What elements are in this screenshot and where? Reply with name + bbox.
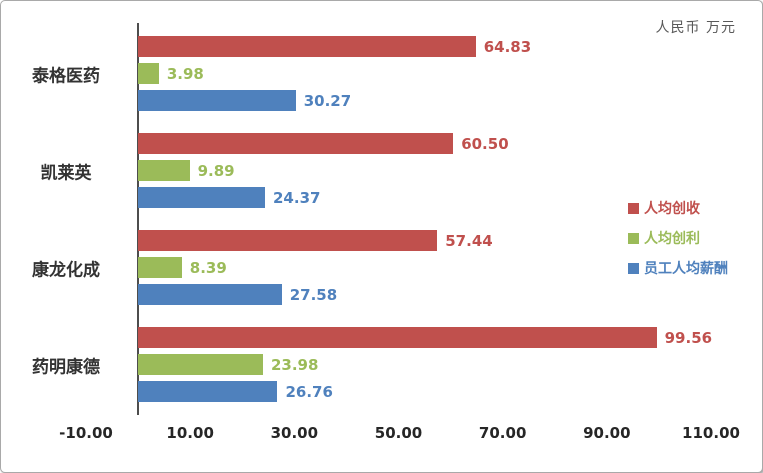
value-label: 30.27 bbox=[303, 91, 352, 110]
legend-label: 员工人均薪酬 bbox=[644, 261, 728, 277]
category-label: 康龙化成 bbox=[32, 260, 100, 280]
legend-item: 人均创收 bbox=[628, 198, 728, 218]
category-label: 凯莱英 bbox=[40, 163, 92, 183]
value-label: 3.98 bbox=[166, 64, 204, 83]
legend-item: 员工人均薪酬 bbox=[628, 258, 728, 278]
value-label: 27.58 bbox=[289, 285, 338, 304]
bar bbox=[138, 327, 657, 348]
bar bbox=[138, 257, 182, 278]
value-label: 24.37 bbox=[273, 188, 321, 207]
value-label: 23.98 bbox=[270, 355, 319, 374]
unit-label: 人民币 万元 bbox=[655, 20, 736, 36]
bar bbox=[138, 160, 190, 181]
x-tick-label: 10.00 bbox=[166, 424, 214, 442]
bar bbox=[138, 354, 263, 375]
legend-label: 人均创收 bbox=[644, 201, 700, 217]
x-tick-label: 30.00 bbox=[270, 424, 319, 442]
bar bbox=[138, 284, 282, 305]
value-label: 57.44 bbox=[445, 231, 493, 250]
y-axis-line bbox=[137, 23, 139, 415]
legend-item: 人均创利 bbox=[628, 228, 728, 248]
value-label: 99.56 bbox=[664, 328, 713, 347]
legend-marker bbox=[628, 232, 639, 244]
value-label: 9.89 bbox=[197, 161, 235, 180]
bar bbox=[138, 90, 296, 111]
x-tick-label: 90.00 bbox=[583, 424, 631, 442]
bar bbox=[138, 133, 454, 154]
x-tick-label: 70.00 bbox=[478, 424, 527, 442]
x-tick-label: 50.00 bbox=[374, 424, 423, 442]
value-label: 8.39 bbox=[189, 258, 227, 277]
value-label: 64.83 bbox=[483, 37, 532, 56]
x-tick-label: -10.00 bbox=[59, 424, 113, 442]
bar bbox=[138, 36, 476, 57]
legend: 人均创收人均创利员工人均薪酬 bbox=[628, 198, 728, 278]
category-label: 泰格医药 bbox=[32, 66, 100, 86]
category-label: 药明康德 bbox=[32, 357, 100, 377]
legend-marker bbox=[628, 262, 639, 274]
legend-marker bbox=[628, 202, 639, 214]
legend-label: 人均创利 bbox=[644, 231, 700, 247]
value-label: 26.76 bbox=[285, 382, 333, 401]
bar bbox=[138, 187, 265, 208]
bar bbox=[138, 381, 278, 402]
bar bbox=[138, 230, 438, 251]
x-tick-label: 110.00 bbox=[682, 424, 740, 442]
bar bbox=[138, 63, 159, 84]
value-label: 60.50 bbox=[461, 134, 509, 153]
